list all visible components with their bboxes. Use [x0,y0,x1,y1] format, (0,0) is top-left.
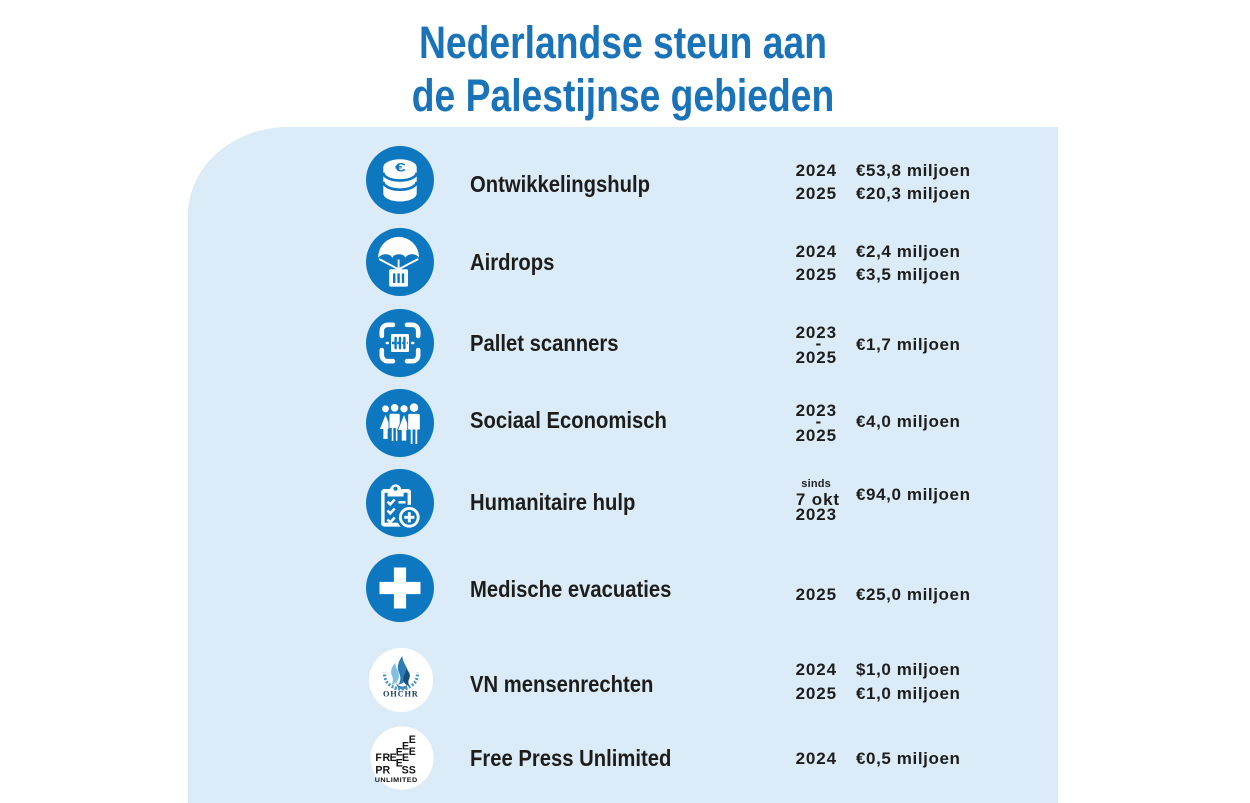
svg-text:€: € [395,161,406,174]
svg-text:E: E [396,757,403,769]
svg-text:R: R [383,765,391,777]
svg-text:E: E [409,734,416,746]
svg-text:E: E [409,746,416,758]
svg-text:E: E [396,746,403,758]
svg-text:F: F [375,752,382,764]
svg-text:UNLIMITED: UNLIMITED [375,777,418,784]
svg-text:OHCHR: OHCHR [383,690,419,699]
svg-text:S: S [409,765,416,777]
svg-text:E: E [402,740,409,752]
svg-text:E: E [390,752,397,764]
svg-text:R: R [383,752,391,764]
svg-text:S: S [402,765,409,777]
svg-text:P: P [375,765,382,777]
svg-text:E: E [402,752,409,764]
